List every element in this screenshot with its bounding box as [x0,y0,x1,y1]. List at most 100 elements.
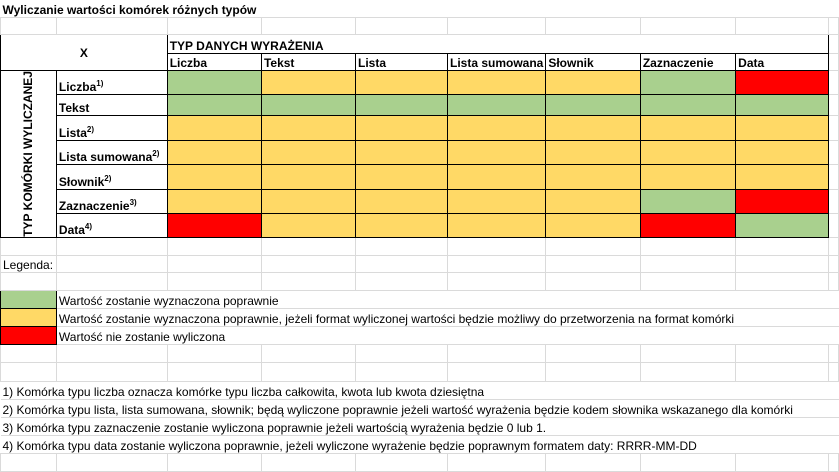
cell[interactable] [260,452,356,472]
cell[interactable] [446,271,547,291]
cell[interactable] [0,343,57,363]
cell[interactable] [828,53,839,71]
status-cell[interactable] [260,164,356,190]
cell[interactable] [0,271,57,291]
cell[interactable] [354,17,448,35]
status-cell[interactable] [166,94,262,117]
status-cell[interactable] [166,69,262,96]
status-cell[interactable] [354,213,448,238]
cell[interactable] [166,343,262,363]
cell[interactable] [735,254,830,273]
cell[interactable] [828,236,839,256]
cell[interactable] [166,271,262,291]
cell[interactable] [166,361,262,382]
status-cell[interactable] [166,139,262,166]
legend-swatch[interactable] [0,289,57,309]
cell[interactable] [545,254,641,273]
legend-swatch[interactable] [0,325,57,345]
status-cell[interactable] [639,94,737,117]
status-cell[interactable] [260,139,356,166]
cell[interactable] [735,452,830,472]
status-cell[interactable] [735,94,830,117]
column-header[interactable]: Tekst [260,53,356,71]
row-header[interactable]: Tekst [55,94,168,117]
status-cell[interactable] [354,139,448,166]
status-cell[interactable] [545,139,641,166]
cell[interactable] [545,17,641,35]
corner-label[interactable]: X [0,34,168,71]
cell[interactable] [735,17,830,35]
cell[interactable] [828,188,839,215]
cell[interactable] [260,254,356,273]
cell[interactable] [446,361,547,382]
cell[interactable] [545,361,641,382]
cell[interactable] [735,271,830,291]
row-header[interactable]: Słownik2) [55,164,168,190]
status-cell[interactable] [260,69,356,96]
status-cell[interactable] [639,139,737,166]
cell[interactable] [446,236,547,256]
cell[interactable] [55,17,168,35]
status-cell[interactable] [735,139,830,166]
legend-text[interactable]: Wartość zostanie wyznaczona poprawnie [56,289,839,309]
cell[interactable] [735,236,830,256]
status-cell[interactable] [260,115,356,141]
cell[interactable] [354,343,448,363]
status-cell[interactable] [446,213,547,238]
cell[interactable] [828,34,839,54]
status-cell[interactable] [260,94,356,117]
cell[interactable] [354,452,448,472]
cell[interactable] [0,361,57,382]
status-cell[interactable] [639,213,737,238]
column-header[interactable]: Liczba [166,53,262,71]
cell[interactable] [0,17,57,35]
row-header[interactable]: Lista sumowana2) [55,139,168,166]
row-header[interactable]: Lista2) [55,115,168,141]
status-cell[interactable] [446,188,547,215]
status-cell[interactable] [354,115,448,141]
cell[interactable] [166,236,262,256]
status-cell[interactable] [446,164,547,190]
cell[interactable] [828,213,839,238]
cell[interactable] [55,254,168,273]
cell[interactable] [354,254,448,273]
cell[interactable] [545,343,641,363]
cell[interactable] [639,361,737,382]
status-cell[interactable] [545,188,641,215]
column-header[interactable]: Słownik [545,53,641,71]
status-cell[interactable] [545,213,641,238]
row-header[interactable]: Zaznaczenie3) [55,188,168,215]
row-header[interactable]: Liczba1) [55,69,168,96]
status-cell[interactable] [354,69,448,96]
status-cell[interactable] [166,115,262,141]
cell[interactable] [0,452,57,472]
status-cell[interactable] [166,164,262,190]
cell[interactable] [166,254,262,273]
status-cell[interactable] [545,164,641,190]
legend-text[interactable]: Wartość zostanie wyznaczona poprawnie, j… [56,307,839,327]
column-header[interactable]: Zaznaczenie [639,53,737,71]
cell[interactable] [639,271,737,291]
status-cell[interactable] [735,69,830,96]
status-cell[interactable] [735,115,830,141]
status-cell[interactable] [446,94,547,117]
cell[interactable] [828,254,839,273]
status-cell[interactable] [639,188,737,215]
cell[interactable] [354,271,448,291]
status-cell[interactable] [735,213,830,238]
cell[interactable] [0,236,57,256]
status-cell[interactable] [166,188,262,215]
cell[interactable] [260,343,356,363]
status-cell[interactable] [545,94,641,117]
status-cell[interactable] [735,188,830,215]
status-cell[interactable] [545,69,641,96]
legend-text[interactable]: Wartość nie zostanie wyliczona [56,325,839,345]
status-cell[interactable] [446,69,547,96]
cell[interactable] [55,343,168,363]
cell[interactable] [735,343,830,363]
cell[interactable] [446,343,547,363]
cell[interactable] [55,271,168,291]
cell[interactable] [55,361,168,382]
cell[interactable] [260,236,356,256]
status-cell[interactable] [735,164,830,190]
